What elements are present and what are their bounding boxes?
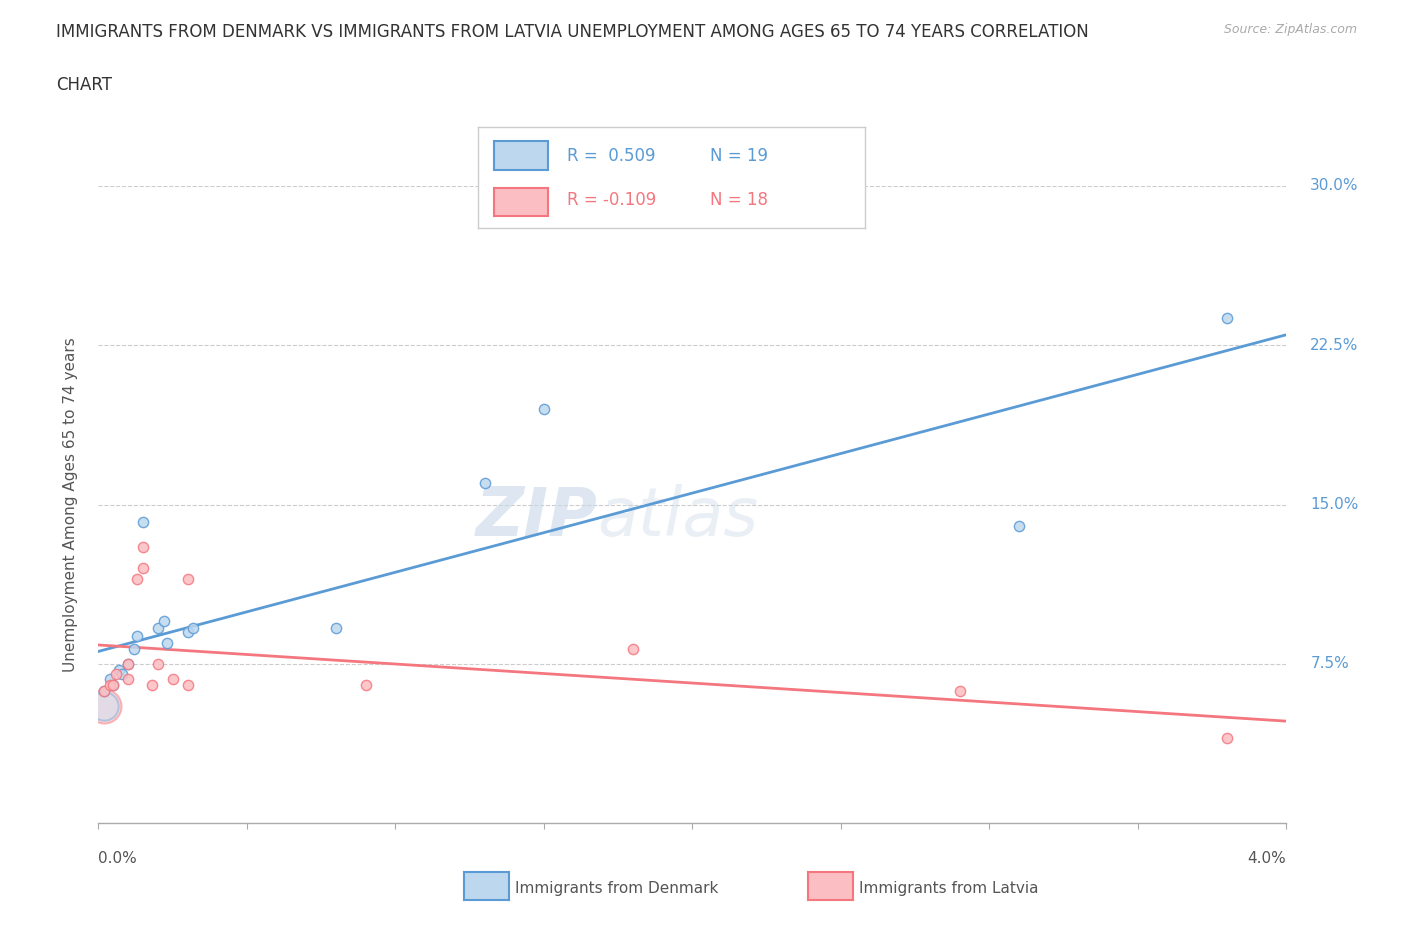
Point bbox=[103, 678, 125, 693]
Point bbox=[325, 620, 347, 635]
Point bbox=[117, 657, 139, 671]
Point bbox=[93, 684, 115, 698]
Text: IMMIGRANTS FROM DENMARK VS IMMIGRANTS FROM LATVIA UNEMPLOYMENT AMONG AGES 65 TO : IMMIGRANTS FROM DENMARK VS IMMIGRANTS FR… bbox=[56, 23, 1090, 41]
Text: 4.0%: 4.0% bbox=[1247, 851, 1286, 866]
Text: 30.0%: 30.0% bbox=[1310, 179, 1358, 193]
Text: atlas: atlas bbox=[598, 485, 758, 551]
Point bbox=[98, 671, 121, 686]
Point bbox=[103, 678, 125, 693]
Point bbox=[132, 561, 155, 576]
Point bbox=[949, 684, 972, 698]
Point bbox=[621, 642, 644, 657]
Point bbox=[146, 620, 169, 635]
Point bbox=[1216, 311, 1239, 325]
Text: 7.5%: 7.5% bbox=[1310, 657, 1348, 671]
Point bbox=[122, 642, 145, 657]
Y-axis label: Unemployment Among Ages 65 to 74 years: Unemployment Among Ages 65 to 74 years bbox=[63, 338, 77, 671]
Point bbox=[141, 678, 163, 693]
Text: R = -0.109: R = -0.109 bbox=[567, 191, 657, 208]
Text: ZIP: ZIP bbox=[475, 485, 598, 551]
Point bbox=[176, 625, 198, 640]
Point bbox=[474, 476, 496, 491]
Point bbox=[105, 667, 128, 682]
Point bbox=[1008, 518, 1031, 533]
Text: 22.5%: 22.5% bbox=[1310, 338, 1358, 352]
Text: Source: ZipAtlas.com: Source: ZipAtlas.com bbox=[1223, 23, 1357, 36]
Point bbox=[176, 678, 198, 693]
Bar bbox=[494, 188, 548, 216]
Text: N = 18: N = 18 bbox=[710, 191, 768, 208]
Point bbox=[156, 635, 179, 650]
Point bbox=[108, 663, 131, 678]
Point bbox=[354, 678, 377, 693]
Point bbox=[132, 514, 155, 529]
Text: Immigrants from Latvia: Immigrants from Latvia bbox=[859, 881, 1039, 896]
Point bbox=[93, 698, 115, 713]
Point bbox=[98, 678, 121, 693]
Point bbox=[93, 698, 115, 713]
Point bbox=[117, 671, 139, 686]
Point bbox=[132, 539, 155, 554]
Point bbox=[1216, 731, 1239, 746]
Point bbox=[93, 684, 115, 698]
Point bbox=[533, 402, 555, 417]
Point bbox=[146, 657, 169, 671]
Bar bbox=[494, 141, 548, 169]
Point bbox=[111, 667, 134, 682]
Text: N = 19: N = 19 bbox=[710, 147, 768, 165]
Text: CHART: CHART bbox=[56, 76, 112, 94]
Point bbox=[125, 571, 148, 586]
Text: R =  0.509: R = 0.509 bbox=[567, 147, 655, 165]
Point bbox=[152, 614, 174, 629]
Text: 0.0%: 0.0% bbox=[98, 851, 138, 866]
Point bbox=[162, 671, 184, 686]
Point bbox=[176, 571, 198, 586]
Point bbox=[117, 657, 139, 671]
Text: Immigrants from Denmark: Immigrants from Denmark bbox=[515, 881, 718, 896]
Text: 15.0%: 15.0% bbox=[1310, 497, 1358, 512]
Point bbox=[125, 629, 148, 644]
Point bbox=[183, 620, 205, 635]
